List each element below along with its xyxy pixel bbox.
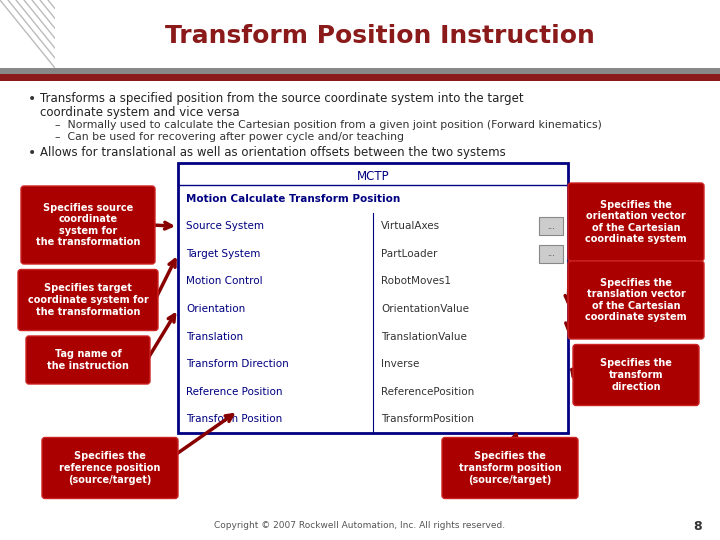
Text: Specifies the
reference position
(source/target): Specifies the reference position (source…: [59, 451, 161, 484]
Text: Allows for translational as well as orientation offsets between the two systems: Allows for translational as well as orie…: [40, 146, 505, 159]
Text: RobotMoves1: RobotMoves1: [381, 276, 451, 286]
Text: ReferencePosition: ReferencePosition: [381, 387, 474, 397]
Text: ...: ...: [547, 249, 555, 258]
Text: 8: 8: [693, 519, 702, 532]
FancyBboxPatch shape: [0, 0, 720, 68]
Text: OrientationValue: OrientationValue: [381, 304, 469, 314]
Text: Source System: Source System: [186, 221, 264, 231]
FancyBboxPatch shape: [539, 217, 563, 235]
FancyBboxPatch shape: [573, 345, 699, 406]
Text: Orientation: Orientation: [186, 304, 246, 314]
FancyBboxPatch shape: [42, 437, 178, 498]
Text: Motion Calculate Transform Position: Motion Calculate Transform Position: [186, 194, 400, 204]
Text: VirtualAxes: VirtualAxes: [381, 221, 440, 231]
Text: Specifies source
coordinate
system for
the transformation: Specifies source coordinate system for t…: [36, 202, 140, 247]
Text: MCTP: MCTP: [356, 170, 390, 183]
Text: Specifies the
transform position
(source/target): Specifies the transform position (source…: [459, 451, 562, 484]
Text: TransformPosition: TransformPosition: [381, 414, 474, 424]
Text: Transforms a specified position from the source coordinate system into the targe: Transforms a specified position from the…: [40, 92, 523, 105]
FancyBboxPatch shape: [0, 74, 720, 81]
Text: Specifies the
translation vector
of the Cartesian
coordinate system: Specifies the translation vector of the …: [585, 278, 687, 322]
FancyBboxPatch shape: [21, 186, 155, 264]
Text: Target System: Target System: [186, 249, 261, 259]
Text: –  Can be used for recovering after power cycle and/or teaching: – Can be used for recovering after power…: [55, 132, 404, 142]
Text: Specifies target
coordinate system for
the transformation: Specifies target coordinate system for t…: [27, 284, 148, 316]
FancyBboxPatch shape: [178, 163, 568, 433]
Text: Transform Direction: Transform Direction: [186, 359, 289, 369]
Text: coordinate system and vice versa: coordinate system and vice versa: [40, 106, 240, 119]
Text: Inverse: Inverse: [381, 359, 419, 369]
Text: Transform Position Instruction: Transform Position Instruction: [165, 24, 595, 48]
FancyBboxPatch shape: [18, 269, 158, 330]
FancyBboxPatch shape: [568, 183, 704, 261]
Text: Tag name of
the instruction: Tag name of the instruction: [47, 349, 129, 371]
Text: –  Normally used to calculate the Cartesian position from a given joint position: – Normally used to calculate the Cartesi…: [55, 120, 602, 130]
Text: Translation: Translation: [186, 332, 243, 342]
FancyBboxPatch shape: [55, 0, 720, 68]
Text: •: •: [28, 92, 36, 106]
Text: •: •: [28, 146, 36, 160]
FancyBboxPatch shape: [0, 68, 720, 74]
Text: Copyright © 2007 Rockwell Automation, Inc. All rights reserved.: Copyright © 2007 Rockwell Automation, In…: [215, 522, 505, 530]
FancyBboxPatch shape: [539, 245, 563, 263]
Text: PartLoader: PartLoader: [381, 249, 437, 259]
Text: Specifies the
orientation vector
of the Cartesian
coordinate system: Specifies the orientation vector of the …: [585, 200, 687, 245]
FancyBboxPatch shape: [26, 336, 150, 384]
FancyBboxPatch shape: [442, 437, 578, 498]
Text: Motion Control: Motion Control: [186, 276, 263, 286]
Text: TranslationValue: TranslationValue: [381, 332, 467, 342]
Text: Transform Position: Transform Position: [186, 414, 282, 424]
FancyBboxPatch shape: [568, 261, 704, 339]
Text: Reference Position: Reference Position: [186, 387, 282, 397]
Text: Specifies the
transform
direction: Specifies the transform direction: [600, 359, 672, 392]
Text: ...: ...: [547, 222, 555, 231]
